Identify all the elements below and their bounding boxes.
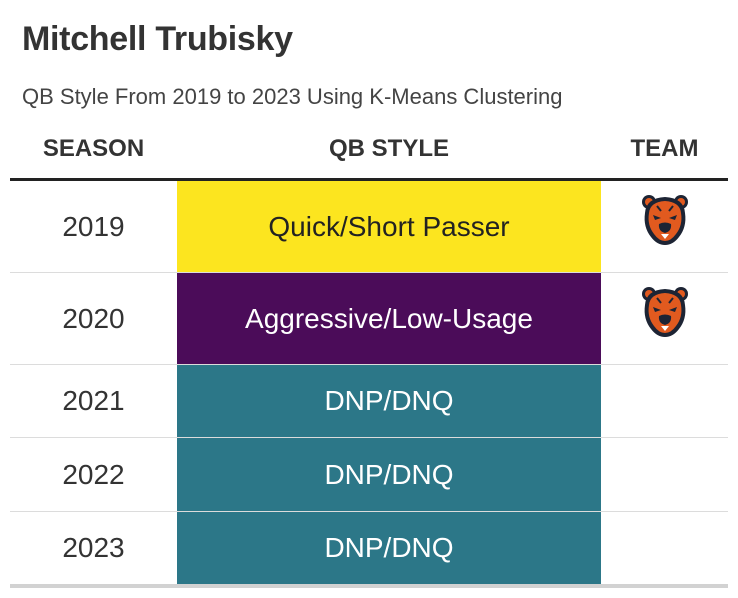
season-cell: 2023: [62, 532, 125, 563]
qb-style-cell: DNP/DNQ: [177, 438, 601, 511]
team-cell: [601, 273, 728, 364]
table-row: 2023 DNP/DNQ: [10, 512, 728, 588]
column-header-season: SEASON: [42, 135, 145, 162]
qb-style-cell: Aggressive/Low-Usage: [177, 273, 601, 364]
team-cell: [601, 365, 728, 437]
page-title: Mitchell Trubisky: [22, 20, 293, 58]
chicago-bears-logo-icon: [641, 287, 688, 337]
qb-style-cell: DNP/DNQ: [177, 365, 601, 437]
team-cell: [601, 181, 728, 272]
season-cell: 2020: [62, 302, 125, 334]
table-row: 2019 Quick/Short Passer: [10, 181, 728, 273]
season-cell: 2021: [62, 385, 125, 416]
header-divider: [10, 178, 728, 181]
table-header: SEASON QB STYLE TEAM: [10, 133, 728, 177]
table-row: 2021 DNP/DNQ: [10, 365, 728, 438]
table-body: 2019 Quick/Short Passer 2020 Aggressive/…: [10, 181, 728, 588]
column-header-team: TEAM: [630, 135, 699, 162]
team-cell: [601, 512, 728, 584]
column-header-qb-style: QB STYLE: [328, 135, 449, 162]
table-row: 2022 DNP/DNQ: [10, 438, 728, 512]
season-cell: 2022: [62, 458, 125, 490]
chicago-bears-logo-icon: [641, 195, 688, 245]
season-cell: 2019: [62, 210, 125, 242]
qb-style-cell: Quick/Short Passer: [177, 181, 601, 272]
table-row: 2020 Aggressive/Low-Usage: [10, 273, 728, 365]
qb-style-cell: DNP/DNQ: [177, 512, 601, 584]
page-subtitle: QB Style From 2019 to 2023 Using K-Means…: [22, 84, 563, 109]
team-cell: [601, 438, 728, 511]
